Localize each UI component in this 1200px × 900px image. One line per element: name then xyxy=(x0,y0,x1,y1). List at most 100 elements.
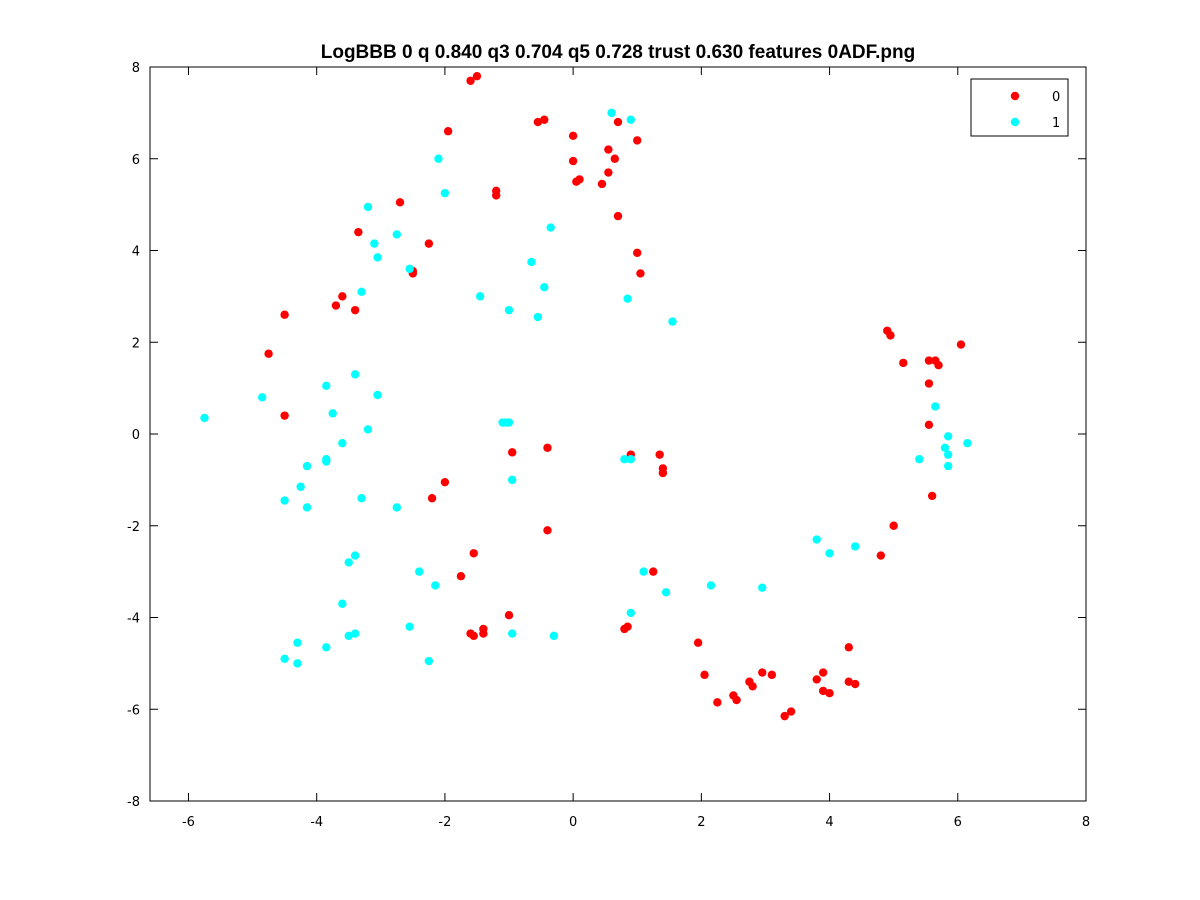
y-tick-label: -6 xyxy=(127,703,140,718)
data-point xyxy=(934,360,943,370)
data-point xyxy=(469,631,478,641)
data-point xyxy=(575,175,584,184)
data-point xyxy=(940,443,950,452)
data-point xyxy=(527,257,536,267)
data-point xyxy=(498,418,507,427)
x-tick-label: 6 xyxy=(954,815,962,830)
data-point xyxy=(504,305,514,315)
data-point xyxy=(440,188,450,198)
data-point xyxy=(780,711,789,721)
data-point xyxy=(328,409,337,418)
plot-frame xyxy=(149,66,1087,802)
data-point xyxy=(357,287,366,296)
data-point xyxy=(405,264,414,274)
data-point xyxy=(633,136,642,145)
data-point xyxy=(706,581,716,590)
data-point xyxy=(713,698,722,707)
data-point xyxy=(943,432,953,441)
y-tick-label: -4 xyxy=(127,612,140,627)
data-point xyxy=(533,117,543,127)
data-point xyxy=(264,349,273,358)
data-point xyxy=(655,450,664,459)
data-point xyxy=(620,624,629,634)
y-tick-label: 2 xyxy=(132,336,140,351)
data-point xyxy=(354,227,363,237)
data-point xyxy=(732,695,741,705)
data-point xyxy=(844,643,853,652)
data-point xyxy=(434,154,443,163)
data-point xyxy=(700,670,709,680)
data-point xyxy=(331,301,341,310)
data-point xyxy=(818,668,828,677)
data-point xyxy=(440,477,450,487)
data-point xyxy=(322,381,331,391)
data-point xyxy=(633,248,642,257)
data-point xyxy=(392,503,402,512)
axis-ticks: -6 -4 -2 0 2 4 6 8 -8 -6 -4 -2 0 2 4 6 8 xyxy=(127,61,1090,830)
data-point xyxy=(322,643,331,652)
data-point xyxy=(758,583,767,592)
data-point xyxy=(293,659,302,668)
data-point xyxy=(392,230,402,239)
data-point xyxy=(786,707,796,716)
data-point xyxy=(370,239,379,248)
data-point xyxy=(851,679,860,689)
data-point xyxy=(479,629,488,638)
series-0 xyxy=(264,71,966,721)
y-tick-label: 6 xyxy=(132,153,140,168)
data-point xyxy=(924,356,934,365)
data-point xyxy=(350,305,360,315)
x-tick-label: 2 xyxy=(697,815,705,830)
legend-label: 1 xyxy=(1052,116,1060,131)
data-point xyxy=(889,521,898,530)
legend-label: 0 xyxy=(1052,90,1060,105)
data-point xyxy=(812,535,821,544)
legend-marker xyxy=(1010,91,1020,101)
data-point xyxy=(543,443,552,452)
data-point xyxy=(443,127,453,136)
data-point xyxy=(280,654,289,663)
data-point xyxy=(296,482,305,491)
x-tick-label: 8 xyxy=(1082,815,1090,830)
data-point xyxy=(610,154,619,163)
data-point xyxy=(508,629,517,638)
data-point xyxy=(915,455,924,464)
data-point xyxy=(604,145,613,154)
data-point xyxy=(533,312,543,322)
data-point xyxy=(927,491,937,501)
data-point xyxy=(825,549,834,558)
data-point xyxy=(363,202,373,212)
data-point xyxy=(818,686,828,696)
data-point xyxy=(899,358,908,368)
data-point xyxy=(456,572,466,581)
data-point xyxy=(508,448,517,457)
data-point xyxy=(812,675,821,684)
data-point xyxy=(649,567,658,576)
data-point xyxy=(322,457,331,466)
data-point xyxy=(876,551,886,560)
data-point xyxy=(395,198,405,207)
data-point xyxy=(626,608,636,618)
data-point xyxy=(825,688,834,698)
data-point xyxy=(597,179,607,189)
data-point xyxy=(626,455,636,464)
x-tick-label: 4 xyxy=(825,815,833,830)
data-point xyxy=(658,468,668,478)
data-point xyxy=(636,269,645,278)
data-point xyxy=(568,131,578,141)
data-point xyxy=(350,370,360,379)
data-point xyxy=(504,611,514,620)
x-tick-label: -6 xyxy=(182,815,195,830)
data-point xyxy=(424,239,434,248)
series-1 xyxy=(200,108,972,668)
data-point xyxy=(924,420,934,430)
legend-marker xyxy=(1010,117,1020,127)
data-point xyxy=(200,413,209,423)
data-point xyxy=(668,317,677,326)
data-point xyxy=(943,450,953,459)
data-point xyxy=(280,310,289,319)
data-point xyxy=(344,558,353,567)
data-points xyxy=(200,71,972,721)
data-point xyxy=(607,108,616,118)
